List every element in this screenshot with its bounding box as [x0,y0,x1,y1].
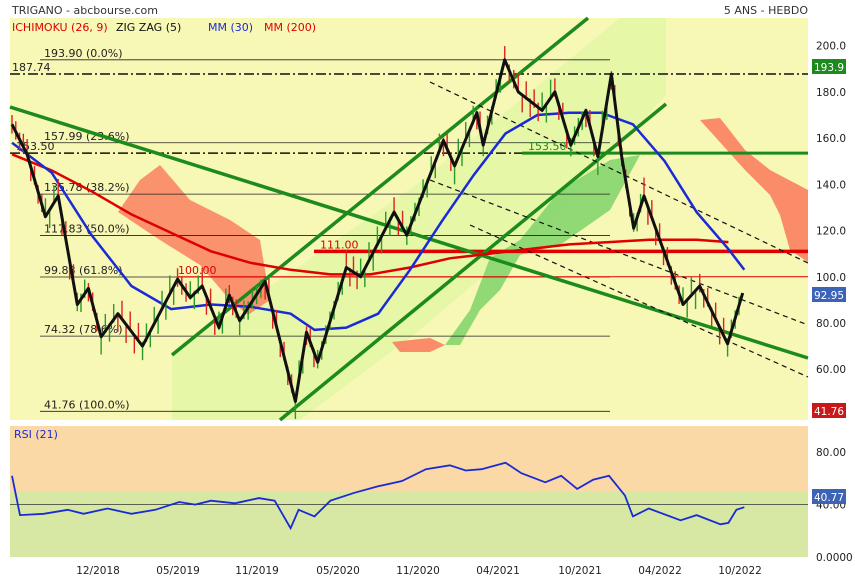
x-tick-label: 11/2019 [235,565,279,577]
chart-period: 5 ANS - HEBDO [724,4,808,17]
horizontal-levels: 193.90 (0.0%)157.99 (23.6%)135.78 (38.2%… [10,47,808,412]
level-label-3: 111.00 [320,238,359,251]
cloud-red-area-left [118,165,270,315]
level-label-0: 187.74 [12,61,51,74]
price-tick-label: 100.0 [816,272,846,284]
rsi-tick-label: 80.00 [816,447,846,459]
rsi-title: RSI (21) [14,428,58,441]
price-tick-label: 160.0 [816,133,846,145]
x-tick-label: 10/2021 [558,565,602,577]
x-tick-label: 11/2020 [396,565,440,577]
axes: 200.0 180.0 160.0 140.0 120.0 100.0 80.00 60.00… [76,41,853,577]
badge-last: 92.95 [814,290,844,302]
badge-high-bg [812,59,846,74]
rsi-panel-bottom [10,492,808,557]
rsi-tick-label: 0.0000 [816,552,853,564]
rsi-line [11,461,745,531]
ichimoku-cloud [118,18,808,420]
rsi-panel-top [10,426,808,492]
badge-last-bg [812,287,846,302]
level-label-2: 153.50 [528,140,567,153]
x-tick-label: 04/2022 [638,565,682,577]
legend-item: ICHIMOKU (26, 9) [12,21,108,34]
x-tick-label: 04/2021 [476,565,520,577]
rising-channel-fill [172,18,666,420]
zigzag-line [10,58,745,403]
price-tick-label: 80.00 [816,318,846,330]
price-tick-label: 200.0 [816,41,846,53]
x-tick-label: 10/2022 [718,565,762,577]
price-tick-label: 120.0 [816,226,846,238]
price-tick-label: 180.0 [816,87,846,99]
chart-title: TRIGANO - abcbourse.com [11,4,158,17]
badge-rsi: 40.77 [814,492,844,504]
cloud-red-area-low [392,338,445,352]
legend: ICHIMOKU (26, 9) ZIG ZAG (5) MM (30) MM (20… [12,21,316,34]
legend-item: ZIG ZAG (5) [116,21,181,34]
rising-channel-lower [278,102,668,422]
price-series [10,46,746,419]
cloud-green-area [445,155,640,345]
x-tick-label: 05/2019 [156,565,200,577]
cloud-red-area-right [700,118,808,262]
badge-rsi-bg [812,489,846,504]
fib-label-4: 99.88 (61.8%) [44,264,123,277]
falling-channel-dash-1 [429,81,809,264]
x-tick-label: 05/2020 [316,565,360,577]
price-tick-label: 60.00 [816,364,846,376]
price-tick-label: 140.0 [816,179,846,191]
fib-label-6: 41.76 (100.0%) [44,398,130,411]
legend-item: MM (200) [264,21,316,34]
fib-label-0: 193.90 (0.0%) [44,47,123,60]
badge-low: 41.76 [814,406,844,418]
falling-channel-dash-2 [429,179,809,326]
falling-channel-dash-3 [469,224,809,378]
rsi-series [10,461,808,531]
badge-high: 193.9 [814,62,844,74]
level-label-4: 100.00 [178,264,217,277]
mm30-line [11,111,746,332]
x-tick-label: 12/2018 [76,565,120,577]
badge-low-bg [812,403,846,418]
legend-item: MM (30) [208,21,253,34]
mm200-line [11,153,729,276]
